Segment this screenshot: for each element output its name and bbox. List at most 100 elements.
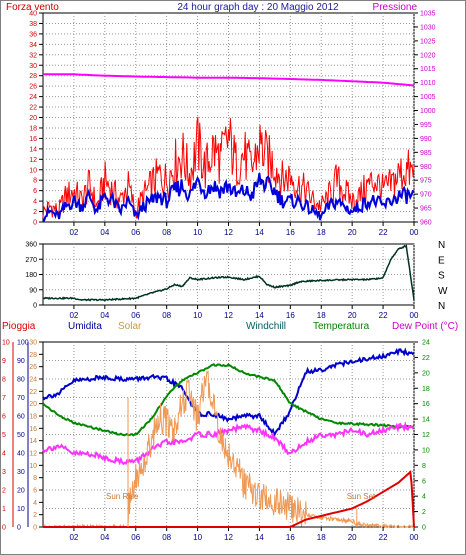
legend-temperature: Temperatura xyxy=(313,321,370,332)
direction-xtick-label: 18 xyxy=(317,311,326,320)
wind-ytick-label: 32 xyxy=(29,52,37,59)
wind-ytick-label: 22 xyxy=(29,105,37,112)
direction-compass-label: S xyxy=(438,271,445,282)
pressure-ytick-label: 1000 xyxy=(420,108,436,115)
temp-ytick-label: 10 xyxy=(422,447,430,454)
wind-ytick-label: 14 xyxy=(29,146,37,153)
pressure-ytick-label: 970 xyxy=(420,192,432,199)
temp-ytick-label: 24 xyxy=(422,340,430,347)
temp-ytick-label: 18 xyxy=(422,386,430,393)
legend-dew-point: Dew Point (°C) xyxy=(392,321,458,332)
solar-ytick-label: 30 xyxy=(29,340,37,347)
rain-ytick-label: 3 xyxy=(2,469,6,476)
wind-speed-line xyxy=(42,116,415,219)
direction-xtick-label: 14 xyxy=(255,311,264,320)
rain-ytick-label: 7 xyxy=(2,395,6,402)
wind-ytick-label: 2 xyxy=(33,209,37,216)
temp-ytick-label: 6 xyxy=(422,478,426,485)
pressure-ytick-label: 1015 xyxy=(420,66,436,73)
direction-xtick-label: 16 xyxy=(286,311,295,320)
pressure-ytick-label: 1005 xyxy=(420,94,436,101)
legend-windchill: Windchill xyxy=(246,321,286,332)
wind-xtick-label: 02 xyxy=(69,228,78,237)
pressure-ytick-label: 965 xyxy=(420,206,432,213)
direction-xtick-label: 20 xyxy=(348,311,357,320)
direction-ytick-label: 360 xyxy=(25,242,37,249)
wind-ytick-label: 6 xyxy=(33,188,37,195)
direction-xtick-label: 00 xyxy=(410,311,419,320)
humidity-ytick-label: 0 xyxy=(17,525,21,532)
wind-ytick-label: 20 xyxy=(29,115,37,122)
direction-compass-label: N xyxy=(438,301,445,312)
pressure-axis-label: Pressione xyxy=(373,2,418,13)
temp-ytick-label: 20 xyxy=(422,370,430,377)
wind-ytick-label: 34 xyxy=(29,42,37,49)
direction-xtick-label: 10 xyxy=(193,311,202,320)
humidity-ytick-label: 100 xyxy=(17,340,29,347)
climate-xtick-label: 02 xyxy=(69,533,78,542)
direction-xtick-label: 12 xyxy=(224,311,233,320)
humidity-ytick-label: 10 xyxy=(17,506,25,513)
climate-xtick-label: 16 xyxy=(286,533,295,542)
wind-xtick-label: 14 xyxy=(255,228,264,237)
humidity-ytick-label: 60 xyxy=(17,414,25,421)
solar-ytick-label: 8 xyxy=(33,475,37,482)
climate-xtick-label: 00 xyxy=(410,533,419,542)
temp-ytick-label: 0 xyxy=(422,525,426,532)
humidity-ytick-label: 90 xyxy=(17,358,25,365)
wind-ytick-label: 24 xyxy=(29,94,37,101)
pressure-ytick-label: 960 xyxy=(420,220,432,227)
wind-xtick-label: 16 xyxy=(286,228,295,237)
wind-ytick-label: 40 xyxy=(29,11,37,18)
climate-xtick-label: 10 xyxy=(193,533,202,542)
wind-ytick-label: 38 xyxy=(29,21,37,28)
humidity-line xyxy=(42,347,415,438)
rain-ytick-label: 8 xyxy=(2,377,6,384)
solar-ytick-label: 26 xyxy=(29,364,37,371)
temp-ytick-label: 4 xyxy=(422,494,426,501)
wind-xtick-label: 08 xyxy=(162,228,171,237)
direction-compass-label: W xyxy=(438,286,448,297)
wind-xtick-label: 20 xyxy=(348,228,357,237)
solar-ytick-label: 18 xyxy=(29,414,37,421)
solar-ytick-label: 14 xyxy=(29,438,37,445)
solar-ytick-label: 2 xyxy=(33,512,37,519)
rain-ytick-label: 2 xyxy=(2,488,6,495)
direction-xtick-label: 08 xyxy=(162,311,171,320)
legend-humidity: Umidita xyxy=(68,321,102,332)
direction-compass-label: N xyxy=(438,240,445,251)
temp-ytick-label: 16 xyxy=(422,401,430,408)
direction-xtick-label: 02 xyxy=(69,311,78,320)
wind-ytick-label: 36 xyxy=(29,31,37,38)
temp-ytick-label: 2 xyxy=(422,509,426,516)
climate-xtick-label: 18 xyxy=(317,533,326,542)
wind-ytick-label: 12 xyxy=(29,157,37,164)
solar-ytick-label: 0 xyxy=(33,525,37,532)
dewpoint-line xyxy=(42,421,415,466)
wind-xtick-label: 18 xyxy=(317,228,326,237)
humidity-ytick-label: 50 xyxy=(17,432,25,439)
wind-xtick-label: 10 xyxy=(193,228,202,237)
pressure-ytick-label: 1030 xyxy=(420,24,436,31)
humidity-ytick-label: 30 xyxy=(17,469,25,476)
wind-xtick-label: 12 xyxy=(224,228,233,237)
wind-ytick-label: 8 xyxy=(33,178,37,185)
direction-ytick-label: 270 xyxy=(25,257,37,264)
humidity-ytick-label: 70 xyxy=(17,395,25,402)
solar-ytick-label: 16 xyxy=(29,426,37,433)
rain-ytick-label: 6 xyxy=(2,414,6,421)
solar-ytick-label: 12 xyxy=(29,451,37,458)
rain-ytick-label: 0 xyxy=(2,525,6,532)
rain-ytick-label: 10 xyxy=(2,340,10,347)
rain-ytick-label: 1 xyxy=(2,506,6,513)
direction-compass-label: E xyxy=(438,255,445,266)
temperature-line xyxy=(42,362,415,437)
wind-ytick-label: 0 xyxy=(33,220,37,227)
solar-ytick-label: 6 xyxy=(33,488,37,495)
pressure-ytick-label: 1035 xyxy=(420,11,436,18)
rain-ytick-label: 4 xyxy=(2,451,6,458)
wind-xtick-label: 22 xyxy=(379,228,388,237)
climate-xtick-label: 08 xyxy=(162,533,171,542)
pressure-line xyxy=(43,73,415,87)
